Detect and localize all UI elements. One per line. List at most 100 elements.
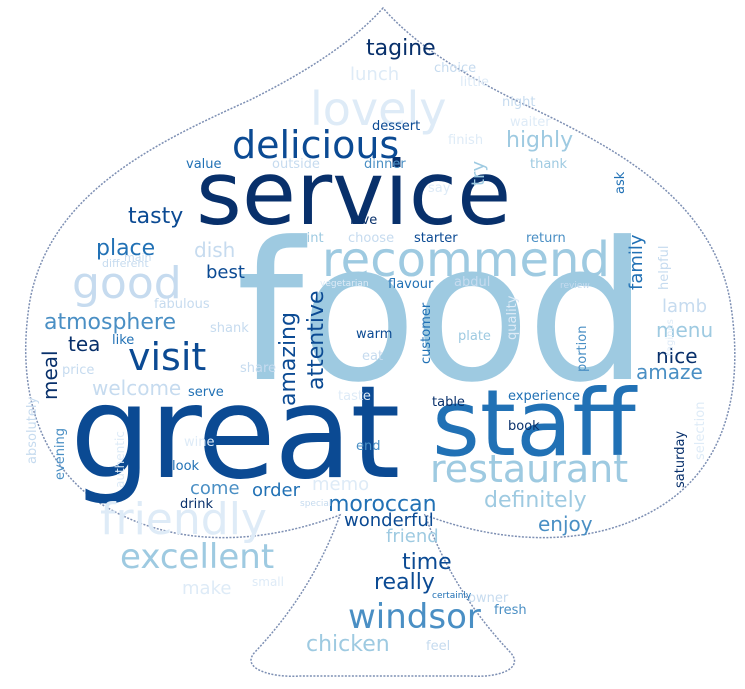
word-warm: warm [356,327,393,342]
word-lunch: lunch [350,64,400,85]
word-amaze: amaze [636,360,703,384]
word-lovely: lovely [310,82,447,136]
word-eat: eat [362,349,384,364]
word-menu: menu [656,318,714,342]
word-abdul: abdul [454,275,491,290]
word-highly: highly [506,128,574,153]
word-table: table [432,395,465,410]
word-recommend: recommend [322,232,610,288]
word-enjoy: enjoy [538,512,593,536]
word-outside: outside [272,157,320,172]
word-waiter: waiter [510,115,551,130]
word-starter: starter [414,231,458,246]
word-selection: selection [693,401,708,460]
word-little: little [460,75,490,90]
word-definitely: definitely [484,488,587,513]
word-return: return [526,231,566,246]
word-time: time [402,550,452,575]
word-evening: evening [53,427,68,480]
word-customer: customer [419,302,434,364]
word-review: review [560,281,590,291]
word-different: different [102,257,149,270]
word-windsor: windsor [348,597,481,637]
word-wonderful: wonderful [344,510,434,531]
word-food: food [236,202,648,425]
word-flavour: flavour [388,277,434,292]
word-friend: friend [386,526,439,547]
word-ask: ask [613,171,628,194]
word-dessert: dessert [372,119,421,134]
word-like: like [112,333,135,348]
word-really: really [374,570,435,595]
word-small: small [252,575,284,589]
word-great: great [70,359,400,508]
word-dinner: dinner [364,157,406,172]
word-end: end [356,439,381,454]
word-family: family [626,234,647,290]
word-drink: drink [180,497,213,512]
word-visit: visit [128,335,207,379]
word-authentic: authentic [113,431,127,488]
word-main: main [124,251,152,264]
word-chicken: chicken [306,632,390,657]
word-wine: wine [184,435,215,450]
word-saturday: saturday [673,430,688,488]
word-quality: quality [505,295,520,340]
word-excellent: excellent [120,537,275,577]
word-tasty: tasty [128,204,184,229]
word-finish: finish [448,133,484,148]
word-special: special [300,499,332,509]
word-portion: portion [575,325,590,372]
word-vegetarian: vegetarian [320,279,369,289]
word-owner: owner [468,591,509,606]
word-book: book [508,419,540,434]
word-service: service [196,142,512,245]
word-nice: nice [656,344,698,368]
word-amazing: amazing [276,312,301,406]
word-lamb: lamb [662,296,707,317]
word-come: come [190,478,240,499]
word-good: good [72,258,182,309]
word-feel: feel [426,639,451,654]
word-price: price [62,363,95,378]
word-moroccan: moroccan [328,492,437,517]
word-thank: thank [530,157,568,172]
word-helpful: helpful [657,245,672,290]
word-place: place [96,236,156,261]
word-tagines: tagines [665,319,676,356]
word-restaurant: restaurant [430,447,629,491]
word-fresh: fresh [494,603,527,618]
word-choose: choose [348,231,395,246]
word-experience: experience [508,389,581,404]
word-fabulous: fabulous [154,297,210,312]
word-value: value [186,157,222,172]
word-delicious: delicious [232,123,400,167]
word-meal: meal [38,350,62,400]
word-make: make [182,578,232,599]
word-attentive: attentive [304,290,329,390]
word-friendly: friendly [100,494,267,545]
word-share: share [240,361,277,376]
word-tea: tea [68,332,101,356]
word-welcome: welcome [92,376,182,400]
word-say: say [428,181,451,196]
word-atmosphere: atmosphere [44,310,176,335]
word-look: look [172,459,200,474]
word-tagine: tagine [366,36,436,61]
word-mint: mint [294,231,324,246]
word-serve: serve [188,385,224,400]
word-try: try [468,160,489,186]
word-taste: taste [338,389,371,404]
word-dish: dish [194,238,236,262]
word-staff: staff [432,370,636,477]
word-certainly: certainly [432,591,472,601]
word-plate: plate [458,329,491,344]
word-shank: shank [210,321,249,336]
word-choice: choice [434,61,477,76]
word-absolutely: absolutely [25,396,40,464]
word-love: love [350,213,378,228]
word-night: night [502,95,536,110]
word-order: order [252,480,300,501]
